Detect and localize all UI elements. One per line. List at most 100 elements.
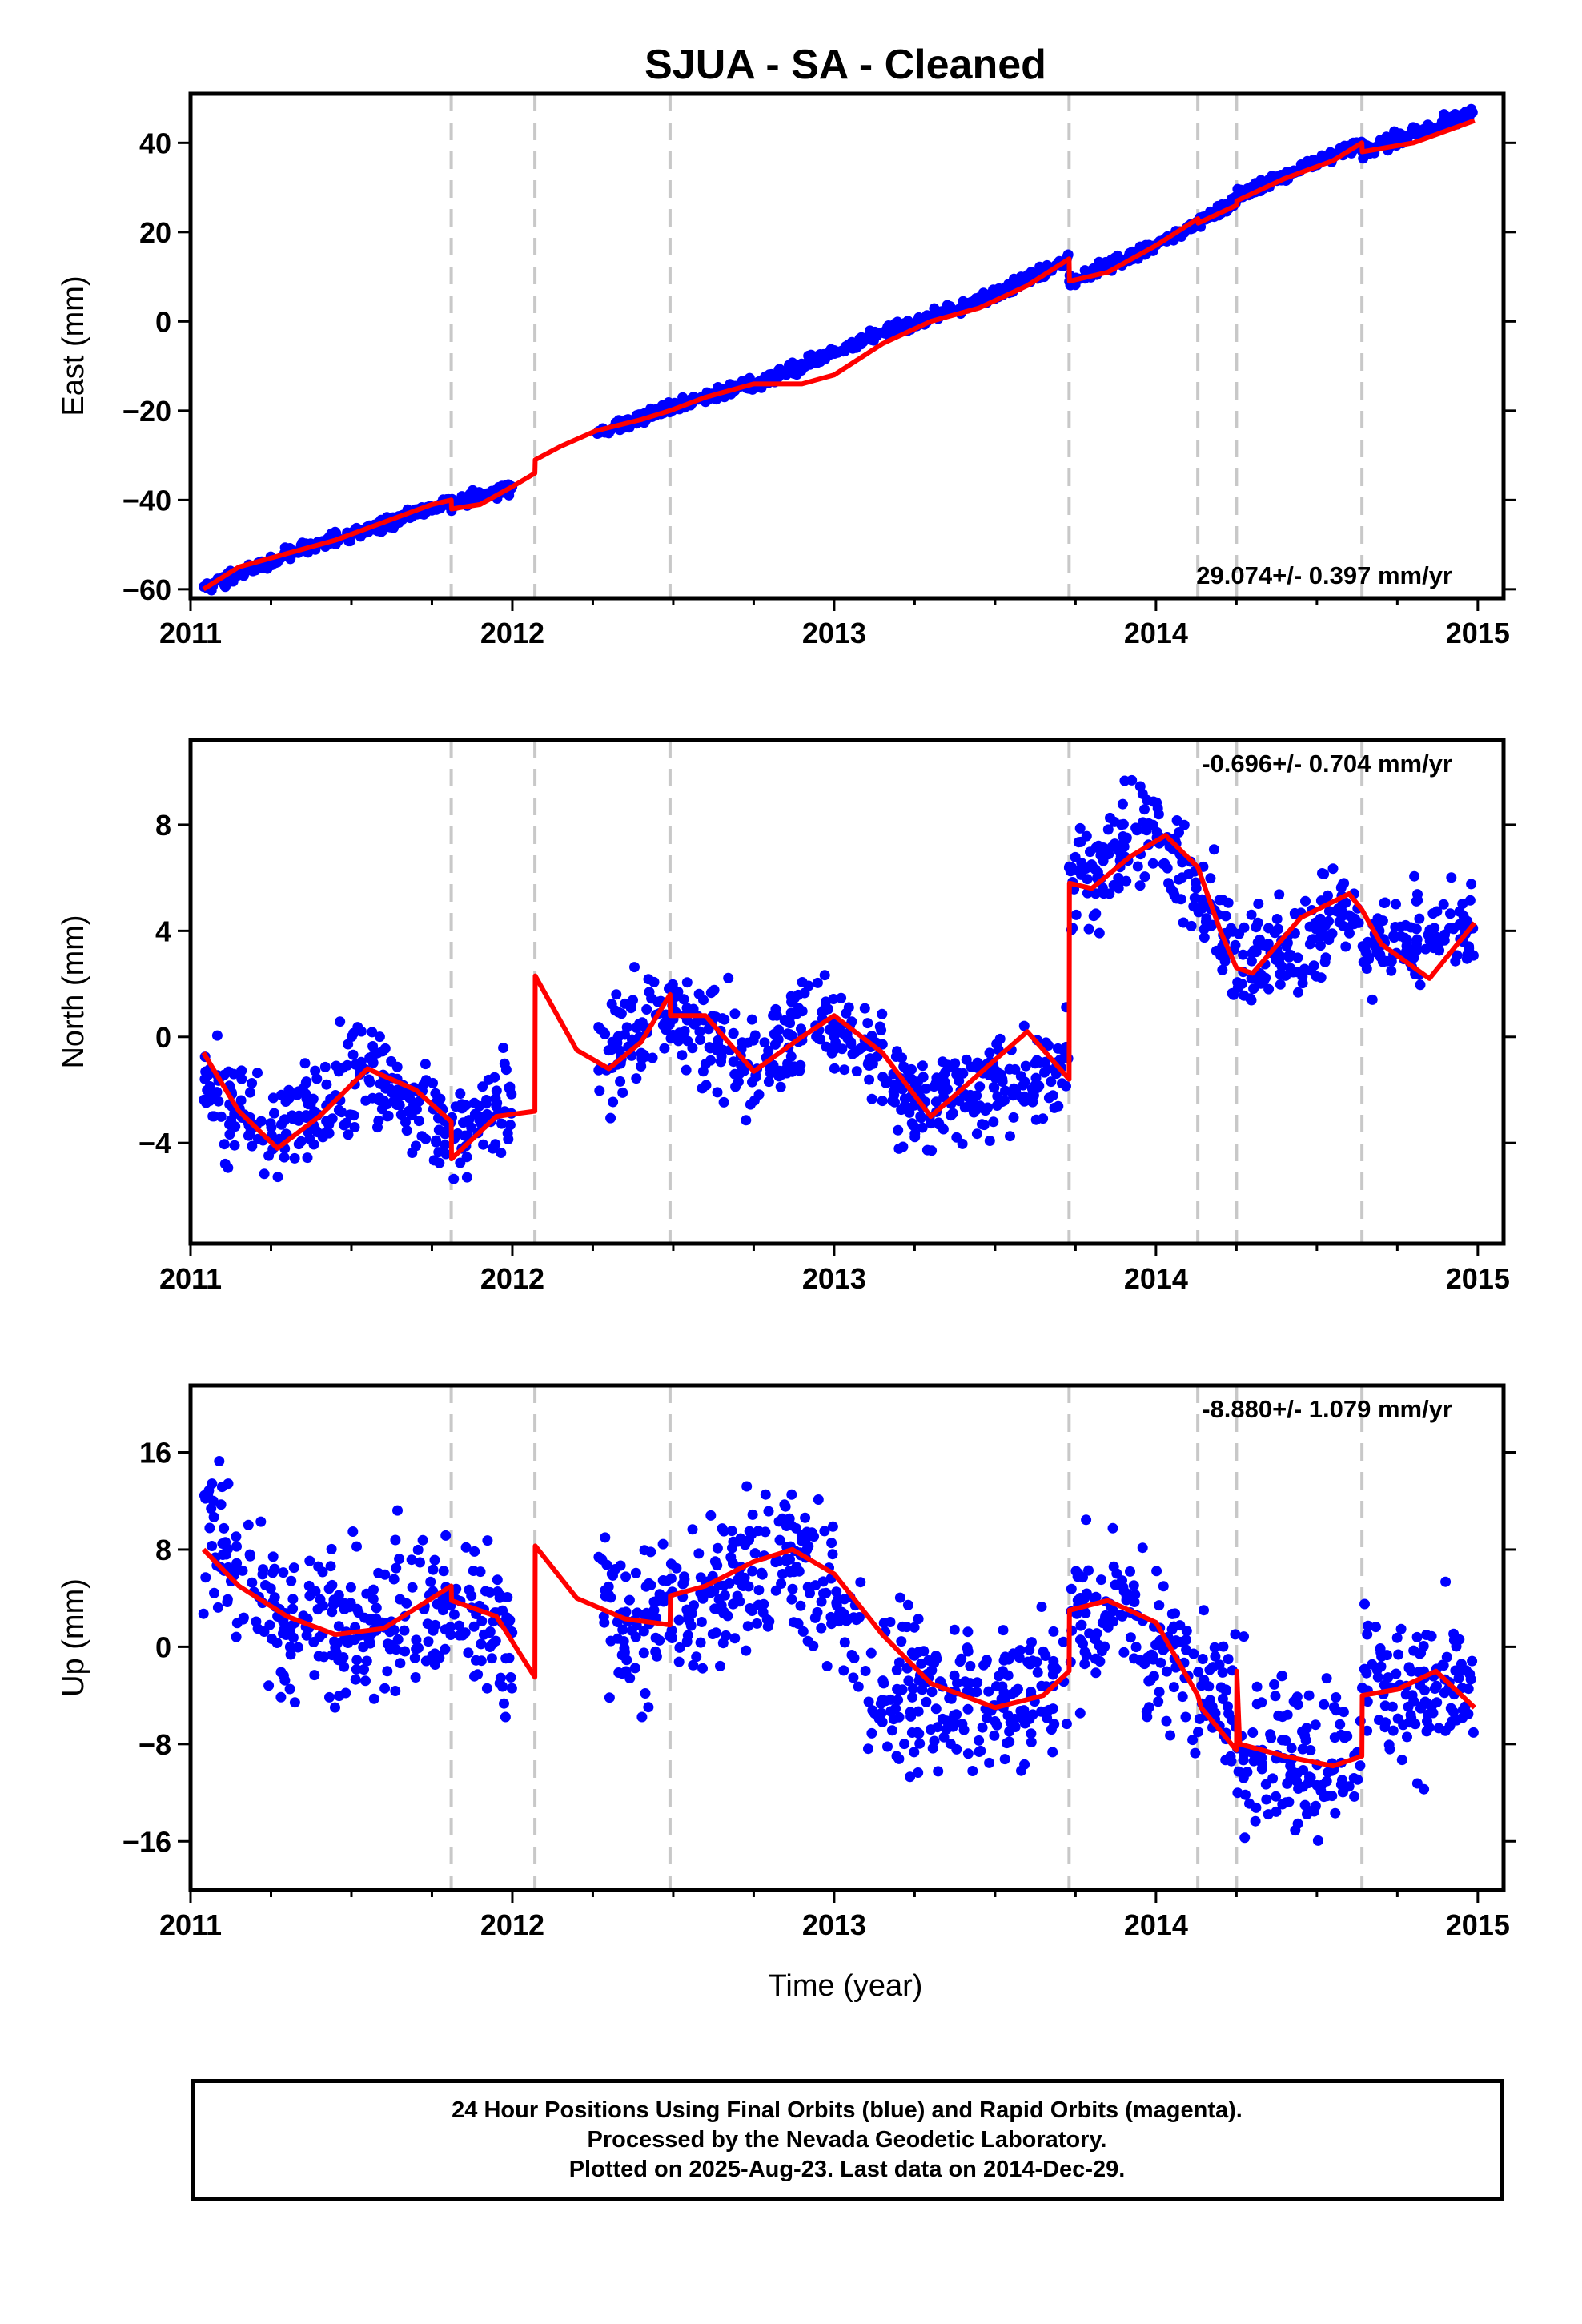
data-point [1079, 265, 1090, 276]
data-point [837, 346, 849, 357]
data-point [1008, 1112, 1019, 1123]
data-point [827, 1549, 838, 1560]
data-point [1239, 1631, 1249, 1642]
footer-line-2: Processed by the Nevada Geodetic Laborat… [587, 2126, 1107, 2153]
data-point [267, 1551, 279, 1562]
data-point [888, 1714, 899, 1725]
data-point [392, 1505, 403, 1516]
data-point [671, 1562, 682, 1574]
data-point [962, 1748, 974, 1759]
data-point [327, 1606, 338, 1618]
data-point [1404, 129, 1415, 140]
data-point [709, 984, 720, 995]
data-point [235, 1095, 247, 1106]
data-point [838, 1028, 849, 1039]
data-point [718, 1526, 729, 1537]
data-point [407, 1582, 418, 1593]
data-point [1288, 1696, 1299, 1707]
data-point [427, 1651, 438, 1662]
data-point [1128, 1580, 1139, 1591]
data-point [1194, 1713, 1205, 1724]
model-curve-east [202, 118, 1476, 592]
data-point [698, 995, 709, 1006]
data-point [280, 1128, 291, 1140]
data-point [1251, 1681, 1263, 1692]
data-point [749, 1030, 761, 1041]
data-point [1090, 842, 1102, 853]
data-point [321, 1079, 332, 1090]
data-point [1079, 1647, 1090, 1658]
data-point [1130, 1642, 1142, 1653]
y-tick-label: 4 [155, 915, 171, 947]
data-point [367, 1041, 379, 1051]
data-point [876, 1025, 887, 1035]
data-point [1214, 1659, 1225, 1671]
data-point [712, 1542, 723, 1554]
data-point [786, 1489, 797, 1500]
data-point [431, 1136, 442, 1148]
data-point [1153, 1696, 1164, 1707]
data-point [1393, 1649, 1404, 1660]
data-point [974, 292, 985, 303]
data-point [926, 1687, 938, 1698]
data-point [1457, 899, 1468, 909]
data-point [287, 1594, 299, 1605]
data-point [201, 1097, 211, 1108]
data-point [214, 1456, 225, 1466]
data-point [1193, 1667, 1204, 1678]
data-point [500, 1711, 511, 1723]
data-point [1251, 947, 1262, 958]
data-point [691, 1651, 702, 1663]
data-point [1042, 1712, 1053, 1723]
data-point [860, 1666, 871, 1676]
data-point [839, 1637, 850, 1648]
data-point [1422, 1715, 1432, 1727]
data-point [223, 1066, 234, 1077]
data-point [198, 1608, 209, 1619]
data-point [448, 1173, 460, 1184]
data-point [284, 1626, 295, 1637]
data-point [339, 1598, 350, 1609]
data-point [1359, 1598, 1370, 1610]
data-point [808, 1640, 819, 1651]
data-point [815, 356, 825, 368]
data-point [815, 1034, 826, 1045]
data-point [918, 1646, 930, 1657]
data-point [411, 1140, 421, 1152]
data-point [363, 1074, 375, 1085]
data-point [841, 1007, 852, 1019]
data-points-up [198, 1456, 1479, 1846]
data-point [600, 1532, 611, 1543]
data-point [657, 1575, 669, 1586]
data-point [464, 1115, 475, 1126]
data-point [1070, 909, 1082, 920]
data-point [709, 1556, 721, 1567]
data-point [1121, 834, 1132, 844]
data-point [1137, 1542, 1148, 1554]
data-point [893, 1124, 904, 1136]
data-point [474, 491, 485, 502]
data-point [877, 1072, 889, 1083]
data-point [647, 1052, 658, 1063]
data-point [371, 1613, 382, 1624]
data-point [1010, 1687, 1021, 1698]
data-point [1367, 994, 1378, 1005]
data-point [1263, 983, 1275, 995]
data-point [749, 1095, 760, 1106]
y-tick-label: 16 [139, 1436, 171, 1469]
data-point [1026, 1637, 1037, 1648]
data-point [1348, 919, 1359, 930]
data-point [693, 1548, 705, 1559]
data-point [933, 1766, 944, 1777]
data-point [219, 1158, 231, 1169]
data-point [913, 1614, 924, 1625]
data-point [440, 1530, 452, 1541]
data-point [207, 1478, 218, 1490]
data-point [846, 1650, 857, 1660]
x-tick-label: 2012 [480, 617, 544, 649]
data-point [1207, 1701, 1218, 1712]
data-point [1461, 953, 1472, 964]
data-point [1246, 909, 1257, 920]
data-point [777, 368, 788, 379]
data-point [480, 1586, 491, 1597]
